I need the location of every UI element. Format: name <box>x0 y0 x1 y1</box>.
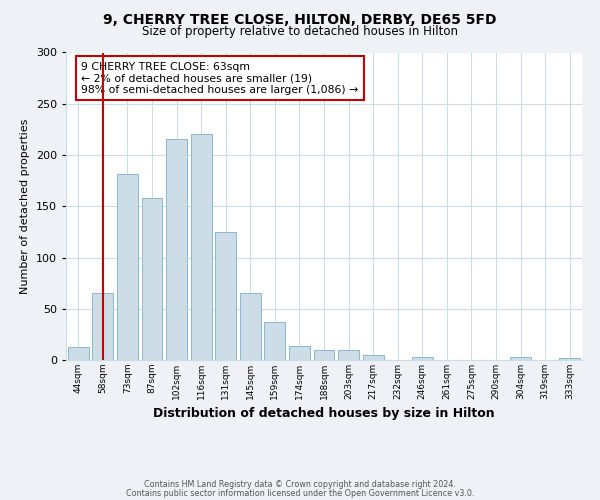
Bar <box>338 350 359 360</box>
Bar <box>510 357 531 360</box>
Text: Contains HM Land Registry data © Crown copyright and database right 2024.: Contains HM Land Registry data © Crown c… <box>144 480 456 489</box>
Bar <box>92 294 113 360</box>
Bar <box>191 134 212 360</box>
Bar <box>68 346 89 360</box>
Bar <box>289 346 310 360</box>
Text: 9, CHERRY TREE CLOSE, HILTON, DERBY, DE65 5FD: 9, CHERRY TREE CLOSE, HILTON, DERBY, DE6… <box>103 12 497 26</box>
Bar <box>265 322 286 360</box>
Bar <box>240 294 261 360</box>
Text: Size of property relative to detached houses in Hilton: Size of property relative to detached ho… <box>142 25 458 38</box>
Bar <box>166 138 187 360</box>
Bar <box>142 198 163 360</box>
Bar <box>362 355 383 360</box>
Bar <box>412 357 433 360</box>
Bar <box>117 174 138 360</box>
X-axis label: Distribution of detached houses by size in Hilton: Distribution of detached houses by size … <box>153 408 495 420</box>
Y-axis label: Number of detached properties: Number of detached properties <box>20 118 30 294</box>
Bar <box>314 350 334 360</box>
Bar <box>559 358 580 360</box>
Bar <box>215 232 236 360</box>
Text: 9 CHERRY TREE CLOSE: 63sqm
← 2% of detached houses are smaller (19)
98% of semi-: 9 CHERRY TREE CLOSE: 63sqm ← 2% of detac… <box>82 62 359 95</box>
Text: Contains public sector information licensed under the Open Government Licence v3: Contains public sector information licen… <box>126 488 474 498</box>
